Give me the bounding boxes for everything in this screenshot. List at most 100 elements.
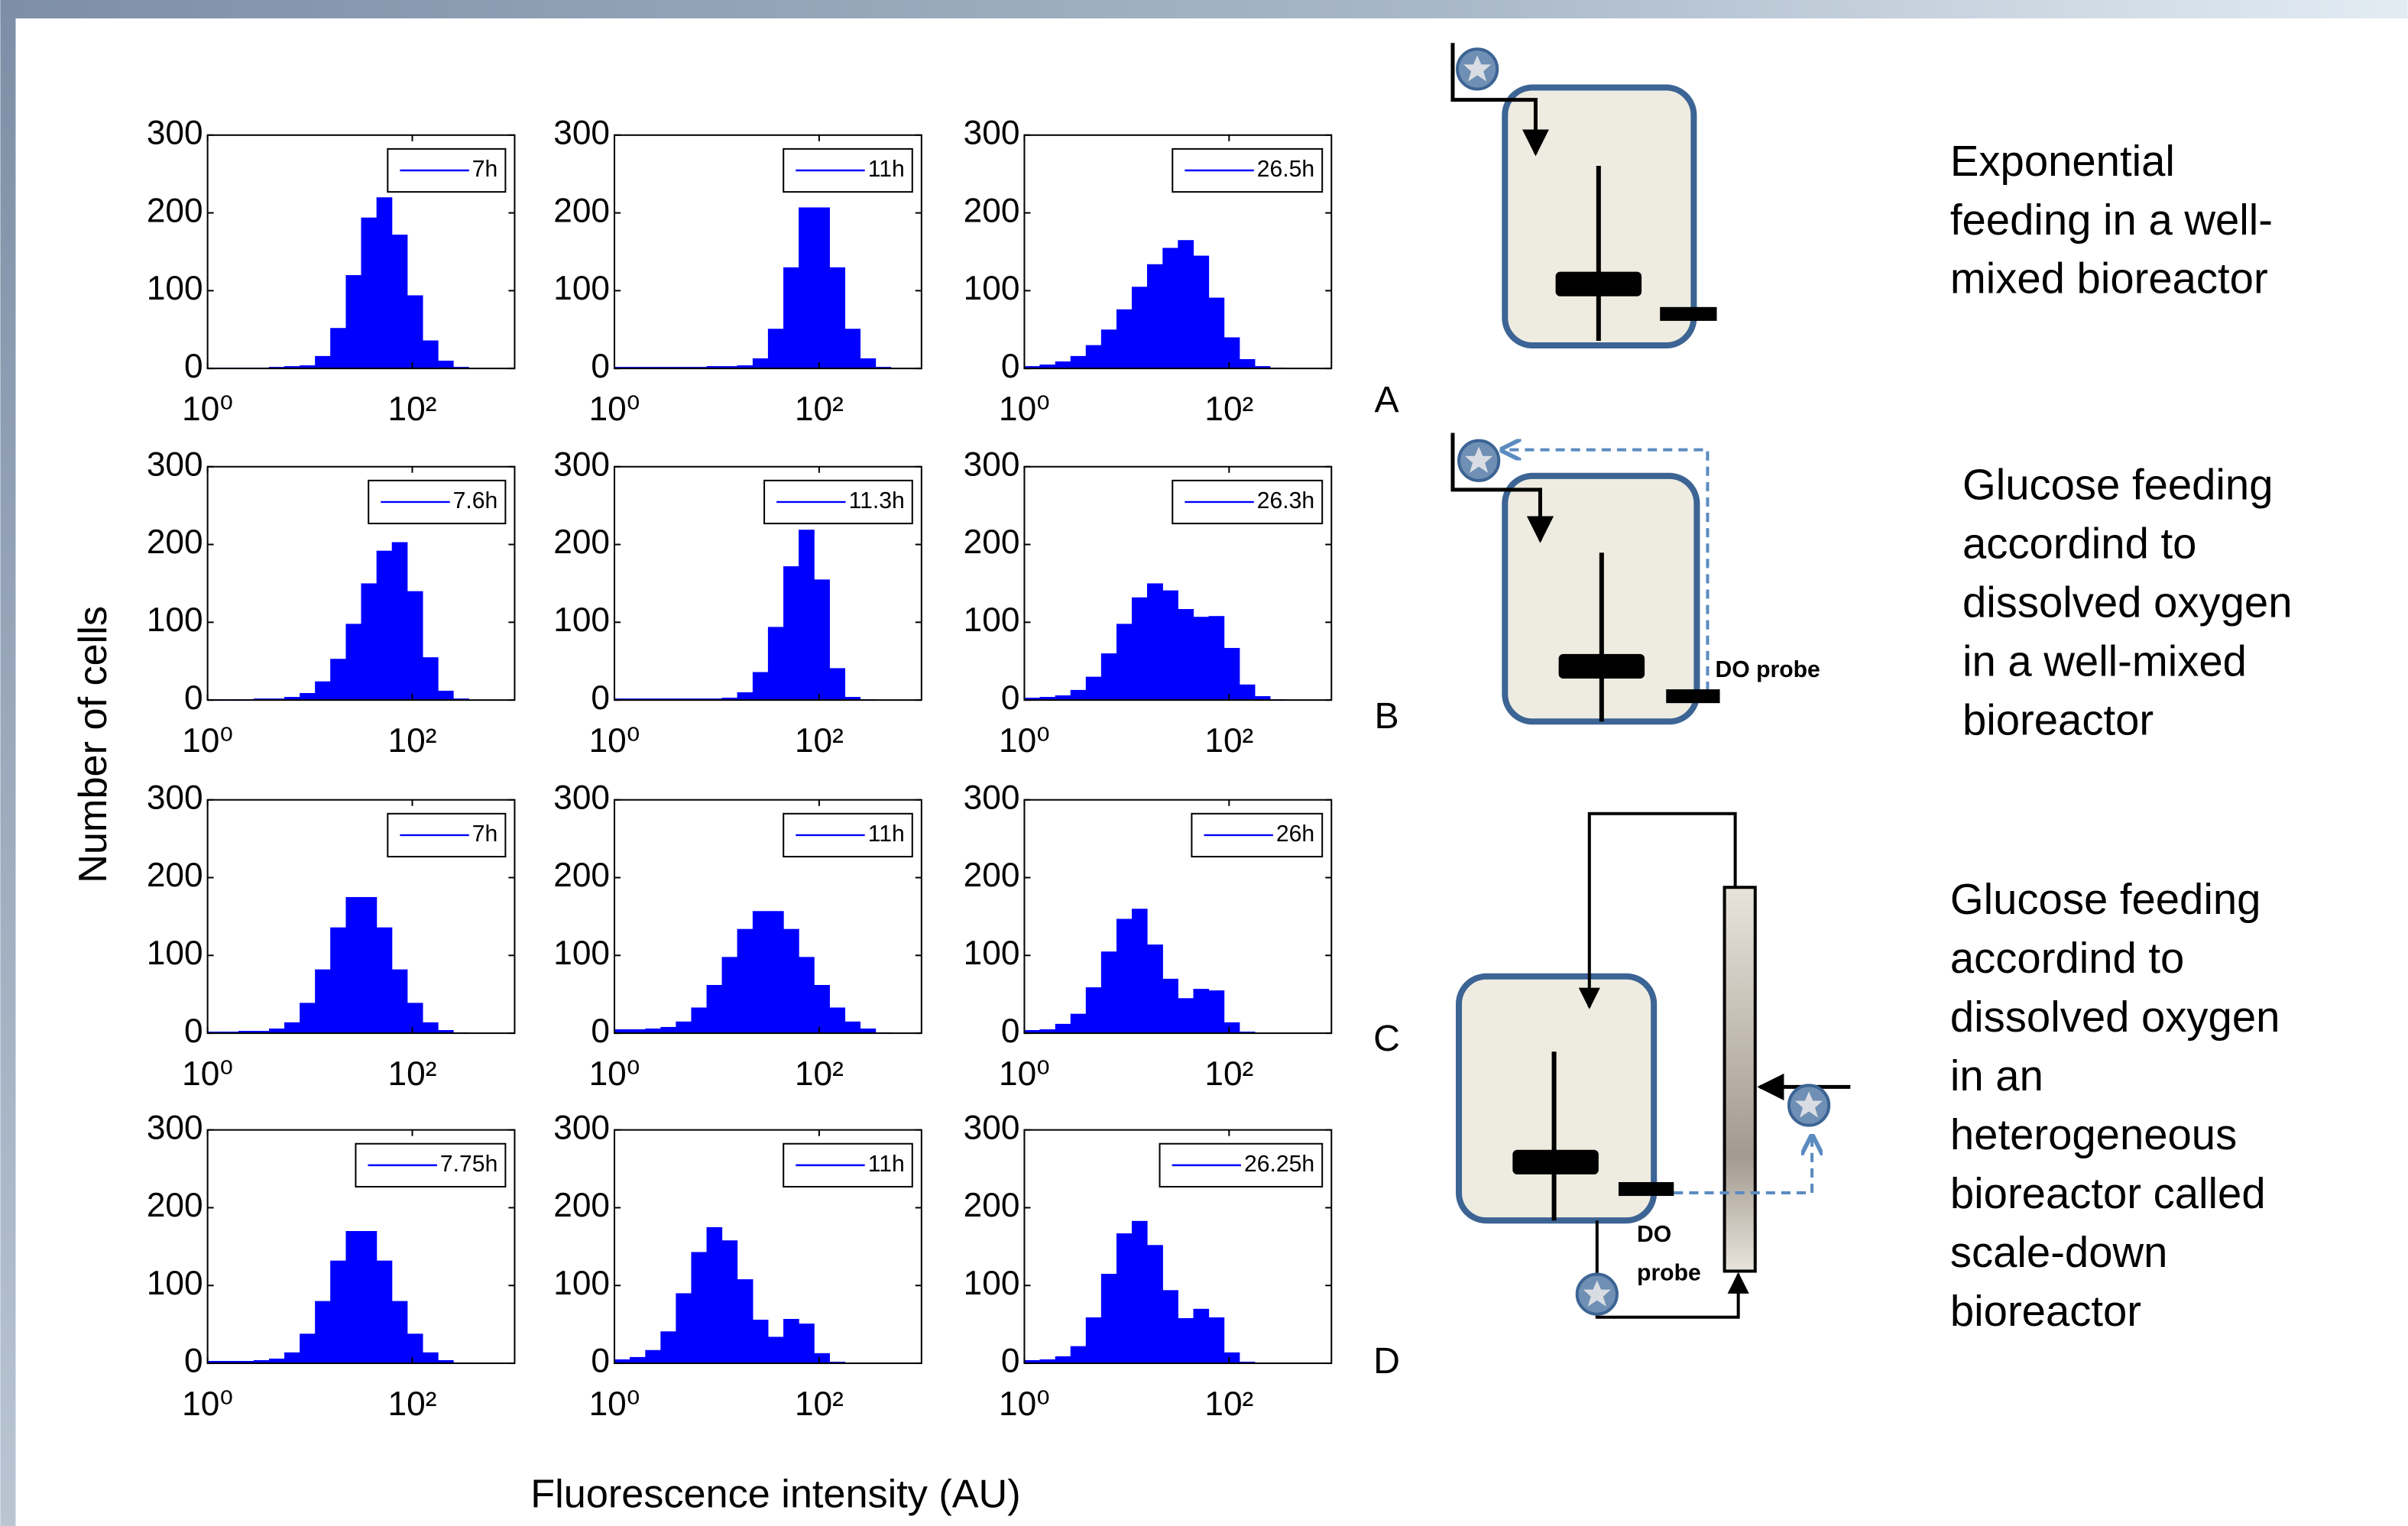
x-tick-label: 10⁰	[182, 390, 233, 428]
histogram-bar	[1208, 990, 1225, 1034]
histogram-bar	[1254, 366, 1271, 369]
histogram-bar	[1223, 1352, 1240, 1364]
description-line: dissolved oxygen	[1950, 993, 2280, 1041]
legend-label: 26.25h	[1244, 1152, 1314, 1177]
histogram-bar	[1146, 944, 1163, 1034]
histogram-bar	[614, 367, 630, 369]
histogram-bar	[222, 1360, 239, 1364]
histogram-bar	[660, 698, 676, 701]
plot-frame	[614, 1129, 922, 1365]
histogram-bar	[706, 366, 723, 369]
legend: 26.3h	[1172, 479, 1324, 525]
histogram-bar	[345, 275, 362, 369]
y-tick-label: 100	[147, 270, 203, 307]
histogram-bar	[1055, 1023, 1071, 1034]
histogram-bar	[330, 927, 347, 1034]
histogram-bar	[660, 1026, 676, 1034]
histogram-bar	[814, 579, 830, 701]
histogram-bar	[752, 672, 769, 701]
histogram-bar	[1085, 345, 1102, 369]
histogram-bar	[1116, 1233, 1133, 1364]
description-line: dissolved oxygen	[1962, 578, 2293, 627]
histogram-bar	[814, 207, 830, 369]
plot-frame	[206, 465, 516, 701]
histogram-bar	[706, 1226, 723, 1364]
histogram-bar	[376, 927, 393, 1034]
histogram-bar	[1085, 676, 1102, 701]
histogram-bar	[752, 1320, 769, 1364]
histogram-bar	[1100, 653, 1117, 701]
histogram-bar	[1239, 1362, 1256, 1364]
x-tick-label: 10²	[795, 390, 844, 428]
histogram-bar	[1085, 1317, 1102, 1364]
histogram-bar	[330, 1260, 347, 1364]
histogram-bar	[1131, 909, 1148, 1034]
histogram-bar	[1131, 1220, 1148, 1364]
histogram-bar	[361, 583, 378, 701]
histogram-bar	[844, 329, 861, 369]
histogram-bar	[875, 367, 892, 369]
histogram-bar	[1055, 695, 1071, 701]
histogram-bar	[1116, 309, 1133, 369]
histogram-bar	[737, 692, 754, 701]
y-tick-label: 200	[553, 192, 610, 229]
y-tick-label: 300	[147, 114, 203, 151]
histogram-bar	[767, 911, 784, 1034]
histogram-bar	[315, 355, 331, 369]
x-tick-label: 10²	[1204, 1385, 1253, 1423]
histograms: 0 100 200 300 10⁰ 10² 7h 0 100 200 300 10⁰ 10² 11h 0 10…	[147, 114, 1333, 1423]
x-tick-label: 10²	[388, 1055, 437, 1093]
histogram-bar	[407, 1003, 423, 1034]
description-line: heterogeneous	[1950, 1110, 2237, 1158]
legend: 11h	[783, 1142, 913, 1188]
histogram-bar	[767, 627, 784, 701]
y-tick-label: 100	[964, 270, 1020, 307]
histogram-bar	[829, 1007, 846, 1034]
legend-label: 7.6h	[453, 488, 498, 514]
histogram-bar	[721, 366, 738, 369]
histogram-bar	[268, 1028, 285, 1034]
histogram-bar	[814, 1353, 830, 1364]
histogram-bar	[737, 1279, 754, 1364]
histogram-bar	[391, 235, 408, 369]
histogram-bar	[207, 1032, 224, 1034]
x-tick-label: 10²	[795, 1055, 844, 1093]
histogram-panel: 0 100 200 300 10⁰ 10² 26.3h	[964, 445, 1333, 760]
legend: 7h	[387, 147, 507, 193]
row-label: C	[1373, 1018, 1400, 1059]
histogram-bar	[676, 1293, 692, 1364]
histogram-bar	[238, 1360, 254, 1364]
histogram-panel: 0 100 200 300 10⁰ 10² 7.6h	[147, 445, 516, 760]
histogram-bar	[284, 366, 300, 369]
histogram-bar	[1239, 684, 1256, 701]
histogram-panel: 0 100 200 300 10⁰ 10² 11h	[553, 779, 922, 1093]
histogram-bar	[737, 365, 754, 369]
row-label: B	[1374, 695, 1398, 737]
x-tick-label: 10²	[388, 390, 437, 428]
histogram-bar	[814, 984, 830, 1034]
y-tick-label: 100	[147, 601, 203, 639]
top-band	[0, 0, 2408, 19]
y-tick-label: 200	[147, 192, 203, 229]
y-tick-label: 300	[553, 1109, 610, 1146]
histogram-bar	[1131, 597, 1148, 701]
histogram-bar	[315, 969, 331, 1034]
histogram-bar	[1254, 696, 1271, 701]
plot-frame	[614, 799, 922, 1035]
plot-frame	[614, 465, 922, 701]
histogram-bar	[361, 217, 378, 369]
histogram-bar	[1208, 616, 1225, 701]
description-line: bioreactor	[1950, 1287, 2141, 1335]
histogram-bar	[1131, 287, 1148, 369]
histogram-bar	[691, 367, 708, 369]
histogram-bar	[1193, 1308, 1210, 1364]
histogram-bar	[721, 1240, 738, 1364]
y-tick-label: 200	[964, 192, 1020, 229]
histogram-bar	[268, 698, 285, 701]
left-band	[0, 0, 16, 1526]
description-line: in an	[1950, 1051, 2043, 1100]
legend-label: 11.3h	[849, 488, 905, 514]
histogram-bar	[752, 358, 769, 369]
y-tick-label: 100	[147, 1265, 203, 1302]
